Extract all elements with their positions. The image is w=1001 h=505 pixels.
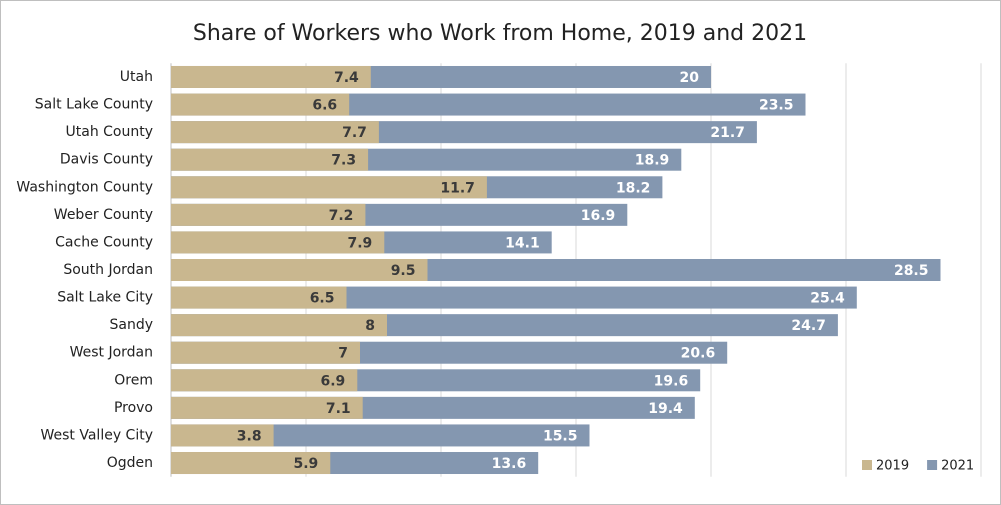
data-label: 7.1	[326, 401, 351, 417]
bar	[171, 176, 487, 199]
legend-swatch	[927, 460, 938, 470]
bar	[171, 424, 274, 447]
data-label: 6.6	[312, 98, 337, 114]
data-label: 7.9	[347, 235, 372, 251]
data-label: 5.9	[293, 456, 318, 472]
data-label: 3.8	[237, 428, 262, 444]
y-tick-label: Orem	[114, 372, 153, 388]
data-label: 6.5	[310, 291, 335, 307]
y-tick-label: Davis County	[60, 152, 153, 168]
data-label: 25.4	[810, 291, 845, 307]
y-tick-label: Sandy	[109, 317, 153, 333]
y-tick-label: Washington County	[16, 179, 153, 195]
y-tick-label: West Jordan	[70, 345, 153, 361]
chart-title: Share of Workers who Work from Home, 201…	[193, 21, 807, 46]
data-label: 24.7	[791, 318, 826, 334]
data-label: 18.9	[635, 153, 670, 169]
data-label: 7	[338, 346, 348, 362]
data-label: 7.7	[342, 125, 367, 141]
y-tick-label: Ogden	[107, 455, 153, 471]
data-label: 16.9	[581, 208, 616, 224]
data-label: 20.6	[681, 346, 716, 362]
data-label: 13.6	[492, 456, 527, 472]
y-tick-label: Weber County	[54, 207, 153, 223]
data-label: 14.1	[505, 235, 540, 251]
y-tick-label: South Jordan	[63, 262, 153, 278]
data-label: 6.9	[320, 373, 345, 389]
bar	[171, 259, 428, 281]
y-tick-label: Utah County	[66, 124, 154, 140]
data-label: 28.5	[894, 263, 929, 279]
data-label: 11.7	[440, 180, 475, 196]
bar	[171, 286, 347, 309]
bar	[171, 314, 387, 337]
bar	[171, 65, 371, 88]
bar	[171, 341, 360, 364]
data-label: 8	[365, 318, 375, 334]
legend-label: 2021	[941, 459, 974, 474]
data-label: 7.4	[334, 70, 359, 86]
bar	[171, 369, 358, 392]
data-label: 23.5	[759, 98, 794, 114]
legend-swatch	[862, 460, 872, 470]
data-label: 9.5	[391, 263, 416, 279]
data-label: 19.6	[654, 373, 689, 389]
legend-label: 2019	[876, 459, 909, 474]
bar	[171, 231, 385, 254]
bar	[171, 93, 350, 116]
bar	[171, 121, 379, 144]
bar	[171, 396, 363, 419]
bar	[171, 424, 590, 447]
bar	[171, 452, 331, 475]
data-label: 19.4	[648, 401, 683, 417]
data-label: 18.2	[616, 180, 651, 196]
y-tick-label: West Valley City	[40, 427, 153, 443]
y-tick-label: Salt Lake County	[35, 97, 153, 113]
y-tick-label: Salt Lake City	[57, 290, 153, 306]
data-label: 21.7	[710, 125, 745, 141]
data-label: 7.2	[329, 208, 354, 224]
y-tick-label: Utah	[120, 69, 153, 85]
bar	[171, 148, 369, 171]
data-label: 7.3	[331, 153, 356, 169]
y-tick-label: Provo	[114, 400, 153, 416]
data-label: 15.5	[543, 428, 578, 444]
y-tick-label: Cache County	[55, 234, 153, 250]
bar	[171, 203, 366, 226]
data-label: 20	[680, 70, 700, 86]
